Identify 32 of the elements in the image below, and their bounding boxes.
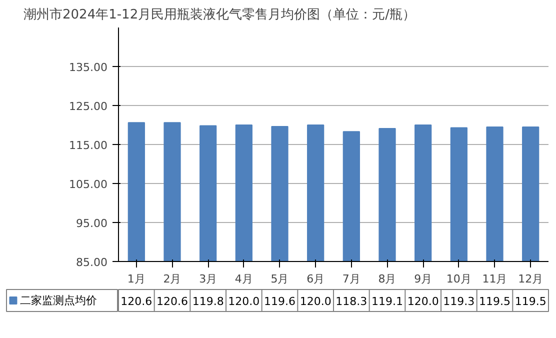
x-tick-label: 12月 <box>518 272 544 286</box>
data-label: 119.5 <box>479 295 511 308</box>
y-tick-label: 105.00 <box>69 178 108 191</box>
y-tick-label: 95.00 <box>76 217 108 230</box>
x-tick-label: 8月 <box>378 272 396 286</box>
x-tick-label: 5月 <box>270 272 289 286</box>
y-tick-label: 85.00 <box>76 256 108 269</box>
x-tick-label: 1月 <box>127 272 146 286</box>
x-tick-label: 7月 <box>342 272 360 286</box>
data-label: 119.3 <box>443 295 475 308</box>
y-tick-label: 135.00 <box>69 61 108 74</box>
data-label: 119.6 <box>264 295 296 308</box>
x-tick-label: 10月 <box>446 272 472 286</box>
data-label: 120.0 <box>228 295 260 308</box>
data-label: 120.6 <box>120 295 152 308</box>
data-label: 118.3 <box>336 295 368 308</box>
y-tick-label: 125.00 <box>69 100 108 113</box>
data-label: 119.5 <box>514 295 546 308</box>
data-label: 119.1 <box>372 295 404 308</box>
x-tick-label: 4月 <box>234 272 253 286</box>
data-label: 119.8 <box>192 295 224 308</box>
x-tick-label: 9月 <box>414 272 432 286</box>
x-tick-label: 11月 <box>482 272 508 286</box>
data-label: 120.6 <box>156 295 188 308</box>
x-tick-label: 2月 <box>163 272 182 286</box>
x-tick-label: 3月 <box>199 272 218 286</box>
x-tick-label: 6月 <box>306 272 325 286</box>
y-tick-label: 115.00 <box>69 139 108 152</box>
data-label: 120.0 <box>407 295 439 308</box>
data-label: 120.0 <box>300 295 332 308</box>
chart-title: 潮州市2024年1-12月民用瓶装液化气零售月均价图（单位：元/瓶） <box>24 8 416 22</box>
legend-label: 二家监测点均价 <box>20 294 97 307</box>
